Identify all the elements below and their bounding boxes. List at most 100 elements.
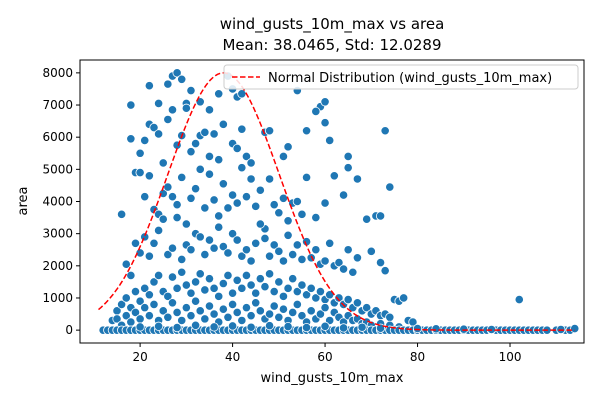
data-point — [260, 282, 270, 292]
data-point — [325, 135, 335, 145]
data-point — [167, 192, 178, 202]
data-point — [269, 301, 279, 311]
data-point — [186, 288, 196, 298]
curve-layer — [98, 72, 575, 331]
data-point — [311, 245, 321, 255]
data-point — [117, 209, 127, 219]
data-point — [278, 304, 289, 314]
data-point — [209, 195, 219, 205]
data-point — [251, 288, 261, 298]
data-point — [214, 89, 224, 99]
data-point — [399, 293, 409, 303]
data-point — [195, 232, 205, 242]
data-point — [144, 290, 154, 300]
data-point — [140, 303, 150, 313]
data-point — [325, 238, 335, 248]
data-point — [362, 214, 372, 224]
data-point — [204, 274, 215, 284]
data-point — [241, 270, 252, 281]
data-point — [237, 124, 247, 134]
data-point — [306, 306, 316, 316]
data-point — [311, 212, 321, 223]
data-point — [315, 286, 326, 297]
data-point — [246, 311, 256, 321]
data-point — [255, 306, 265, 316]
data-point — [297, 311, 307, 321]
data-point — [135, 322, 145, 332]
data-point — [357, 322, 367, 332]
data-point — [232, 307, 242, 318]
data-point — [278, 291, 289, 301]
data-point — [297, 254, 307, 264]
x-axis-label: wind_gusts_10m_max — [261, 371, 404, 386]
y-tick-label: 1000 — [42, 291, 73, 305]
data-point — [241, 245, 252, 255]
data-point — [130, 286, 141, 297]
data-point — [191, 277, 201, 287]
data-point — [288, 249, 298, 260]
points-layer — [98, 68, 580, 335]
data-point — [362, 303, 372, 313]
data-point — [292, 286, 302, 297]
data-point — [227, 288, 238, 298]
data-point — [227, 299, 238, 310]
data-point — [209, 129, 219, 139]
data-point — [241, 192, 252, 202]
data-point — [334, 293, 344, 303]
data-point — [329, 171, 339, 181]
data-point — [251, 298, 261, 308]
data-point — [315, 309, 326, 319]
data-point — [135, 248, 145, 258]
y-tick-label: 4000 — [42, 195, 73, 209]
data-point — [200, 127, 210, 137]
data-point — [204, 151, 215, 162]
data-point — [214, 211, 224, 221]
data-point — [163, 114, 173, 125]
data-point — [218, 278, 228, 289]
data-point — [121, 293, 131, 303]
data-point — [223, 312, 233, 322]
data-point — [334, 257, 344, 268]
data-point — [163, 79, 173, 89]
data-point — [121, 311, 131, 321]
y-tick-label: 0 — [65, 323, 73, 337]
data-point — [278, 151, 289, 162]
data-point — [264, 309, 275, 319]
data-point — [218, 241, 228, 252]
data-point — [214, 155, 224, 165]
data-point — [167, 243, 178, 253]
data-point — [283, 321, 293, 332]
data-point — [278, 256, 289, 266]
data-point — [237, 163, 247, 173]
data-point — [292, 299, 302, 310]
data-point — [297, 209, 307, 219]
x-tick-label: 60 — [317, 350, 332, 364]
data-point — [338, 190, 349, 200]
data-point — [255, 185, 265, 195]
data-point — [214, 222, 224, 232]
data-point — [274, 312, 284, 322]
data-point — [301, 126, 312, 136]
data-point — [274, 277, 284, 287]
data-point — [278, 193, 289, 203]
y-tick-label: 3000 — [42, 227, 73, 241]
data-point — [154, 129, 164, 139]
data-point — [135, 167, 145, 178]
data-point — [135, 148, 145, 158]
data-point — [186, 85, 196, 96]
data-point — [121, 259, 131, 269]
data-point — [209, 322, 219, 332]
data-point — [181, 280, 191, 290]
data-point — [140, 192, 150, 202]
data-point — [223, 248, 233, 258]
data-point — [264, 174, 275, 184]
data-point — [459, 324, 469, 334]
data-point — [204, 235, 215, 245]
data-point — [301, 172, 312, 182]
data-point — [195, 306, 205, 316]
x-tick-label: 40 — [225, 350, 240, 364]
data-point — [237, 251, 247, 261]
data-point — [177, 315, 187, 326]
data-point — [144, 251, 154, 261]
